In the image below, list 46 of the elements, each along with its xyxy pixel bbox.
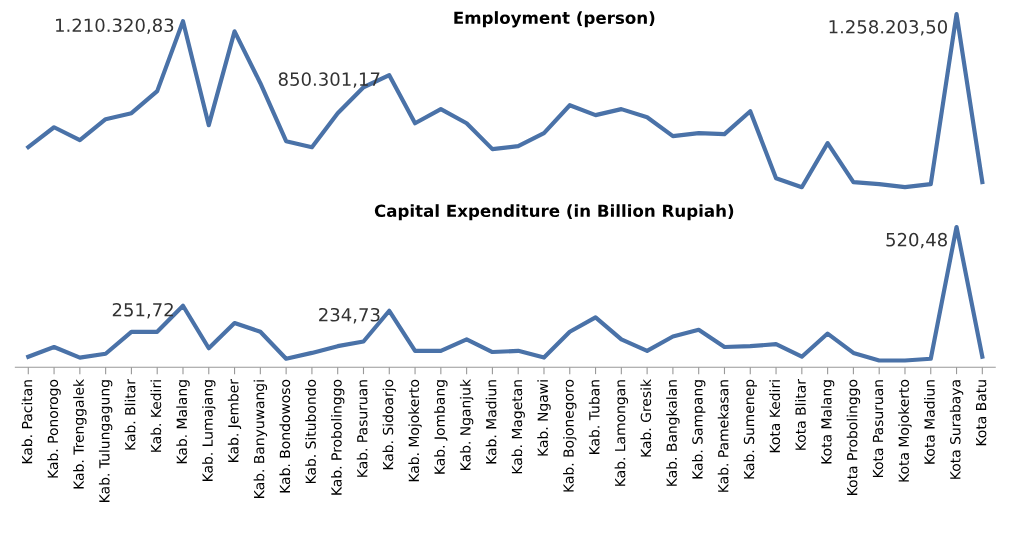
x-tick-label: Kab. Tuban <box>588 380 600 454</box>
x-tick-label: Kab. Pamekasan <box>717 380 729 492</box>
x-tick-label: Kab. Probolinggo <box>330 379 345 495</box>
x-tick-label: Kab. Magetan <box>511 380 525 474</box>
chart-title: Capital Expenditure (in Billion Rupiah) <box>374 204 734 221</box>
x-tick-label: Kab. Jember <box>227 379 242 462</box>
x-tick-label: Kab. Situbondo <box>305 379 316 484</box>
data-label: 251,72 <box>112 302 173 319</box>
x-tick-label: Kab. Nganjuk <box>459 379 474 470</box>
x-tick-label: Kab. Lumajang <box>202 380 216 481</box>
x-tick-label: Kab. Blitar <box>124 379 136 450</box>
x-tick-label: Kab. Pacitan <box>21 380 33 464</box>
x-tick-label: Kota Kediri <box>769 380 781 453</box>
data-label: 1.210.320,83 <box>56 18 174 34</box>
data-label: 1.258.203,50 <box>829 19 948 36</box>
x-tick-label: Kab. Sumenep <box>743 379 757 479</box>
x-tick-label: Kab. Trenggalek <box>73 379 87 489</box>
chart-title: Employment (person) <box>454 11 655 28</box>
x-tick-label: Kota Malang <box>820 380 835 464</box>
x-tick-label: Kab. Bojonegoro <box>563 379 577 492</box>
data-label: 234,73 <box>319 307 380 324</box>
x-tick-label: Kab. Jombang <box>434 380 448 474</box>
data-label: 520,48 <box>886 232 947 249</box>
x-tick-label: Kab. Pasuruan <box>356 380 368 477</box>
x-tick-label: Kab. Bangkalan <box>666 380 680 486</box>
x-tick-label: Kab. Malang <box>176 380 190 464</box>
data-label: 850.301,17 <box>278 72 380 88</box>
x-tick-label: Kab. Ponorogo <box>47 379 61 478</box>
x-tick-label: Kab. Banyuwangi <box>253 380 268 498</box>
x-tick-label: Kab. Mojokerto <box>408 379 422 482</box>
x-tick-label: Kota Surabaya <box>949 380 964 479</box>
x-tick-label: Kab. Kediri <box>150 380 162 452</box>
x-tick-label: Kab. Sampang <box>691 380 706 479</box>
x-tick-label: Kab. Tulungagung <box>98 380 113 502</box>
x-tick-label: Kab. Lamongan <box>614 380 629 486</box>
x-tick-label: Kab. Sidoarjo <box>382 379 396 470</box>
x-tick-label: Kab. Bondowoso <box>279 379 291 493</box>
x-tick-label: Kota Pasuruan <box>872 380 884 478</box>
x-tick-label: Kota Madiun <box>924 380 935 464</box>
x-tick-label: Kota Probolinggo <box>846 379 861 495</box>
x-tick-label: Kab. Ngawi <box>537 380 551 456</box>
x-tick-label: Kota Blitar <box>795 379 806 450</box>
x-tick-label: Kota Mojokerto <box>898 379 912 482</box>
x-tick-label: Kota Batu <box>976 380 987 446</box>
x-tick-label: Kab. Gresik <box>640 379 652 457</box>
x-tick-label: Kab. Madiun <box>485 380 497 464</box>
